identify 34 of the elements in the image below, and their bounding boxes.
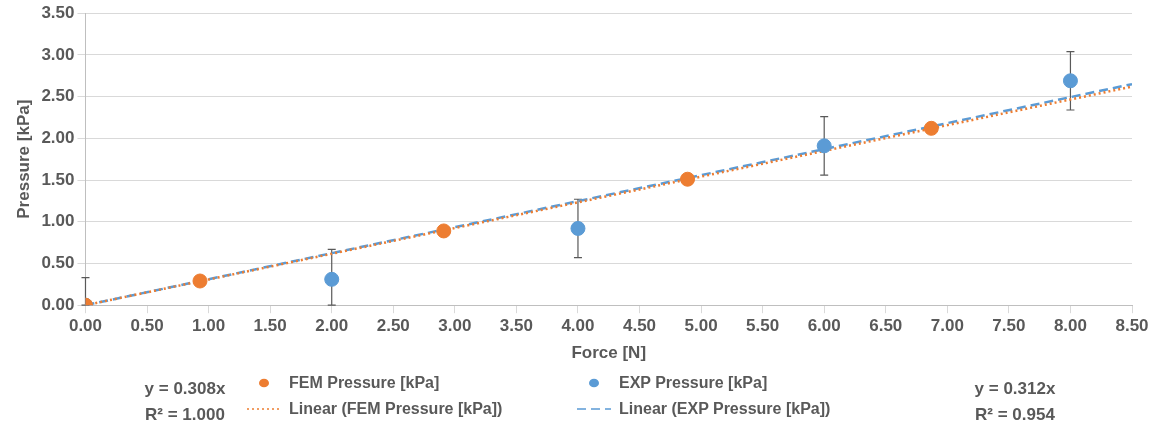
legend-label: Linear (FEM Pressure [kPa]): [289, 400, 503, 418]
y-tick-label: 2.00: [41, 128, 75, 148]
legend-label: Linear (EXP Pressure [kPa]): [619, 400, 831, 418]
y-tick-label: 0.50: [41, 253, 75, 273]
x-tick-label: 2.00: [315, 316, 349, 336]
y-tick-label: 2.50: [41, 86, 75, 106]
x-tick-label: 6.50: [869, 316, 903, 336]
x-tick-label: 8.50: [1115, 316, 1149, 336]
x-tick-label: 5.00: [684, 316, 718, 336]
y-axis-title: Pressure [kPa]: [13, 99, 33, 219]
x-axis-title: Force [N]: [571, 343, 647, 363]
x-tick-label: 0.00: [68, 316, 103, 336]
x-tick-label: 7.00: [930, 316, 964, 336]
x-tick-label: 3.50: [499, 316, 533, 336]
y-tick-label: 0.00: [41, 294, 75, 314]
x-tick-label: 1.00: [192, 316, 226, 336]
x-tick-label: 6.00: [807, 316, 841, 336]
x-tick-label: 1.50: [253, 316, 287, 336]
legend-label: EXP Pressure [kPa]: [619, 374, 768, 392]
x-tick-label: 5.50: [746, 316, 780, 336]
text: y = 0.312x R² = 0.954: [973, 378, 1057, 426]
x-tick-label: 0.50: [130, 316, 164, 336]
y-tick-label: 1.00: [41, 211, 75, 231]
x-tick-label: 3.00: [438, 316, 472, 336]
y-tick-label: 3.50: [41, 2, 75, 22]
x-tick-label: 4.50: [622, 316, 657, 336]
x-tick-label: 8.00: [1053, 316, 1087, 336]
y-tick-label: 1.50: [41, 169, 75, 189]
y-tick-label: 3.00: [41, 44, 75, 64]
x-tick-label: 7.50: [992, 316, 1026, 336]
legend-label: FEM Pressure [kPa]: [289, 374, 440, 392]
x-tick-label: 4.00: [561, 316, 595, 336]
x-tick-label: 2.50: [376, 316, 410, 336]
text: y = 0.308x R² = 1.000: [143, 378, 227, 426]
